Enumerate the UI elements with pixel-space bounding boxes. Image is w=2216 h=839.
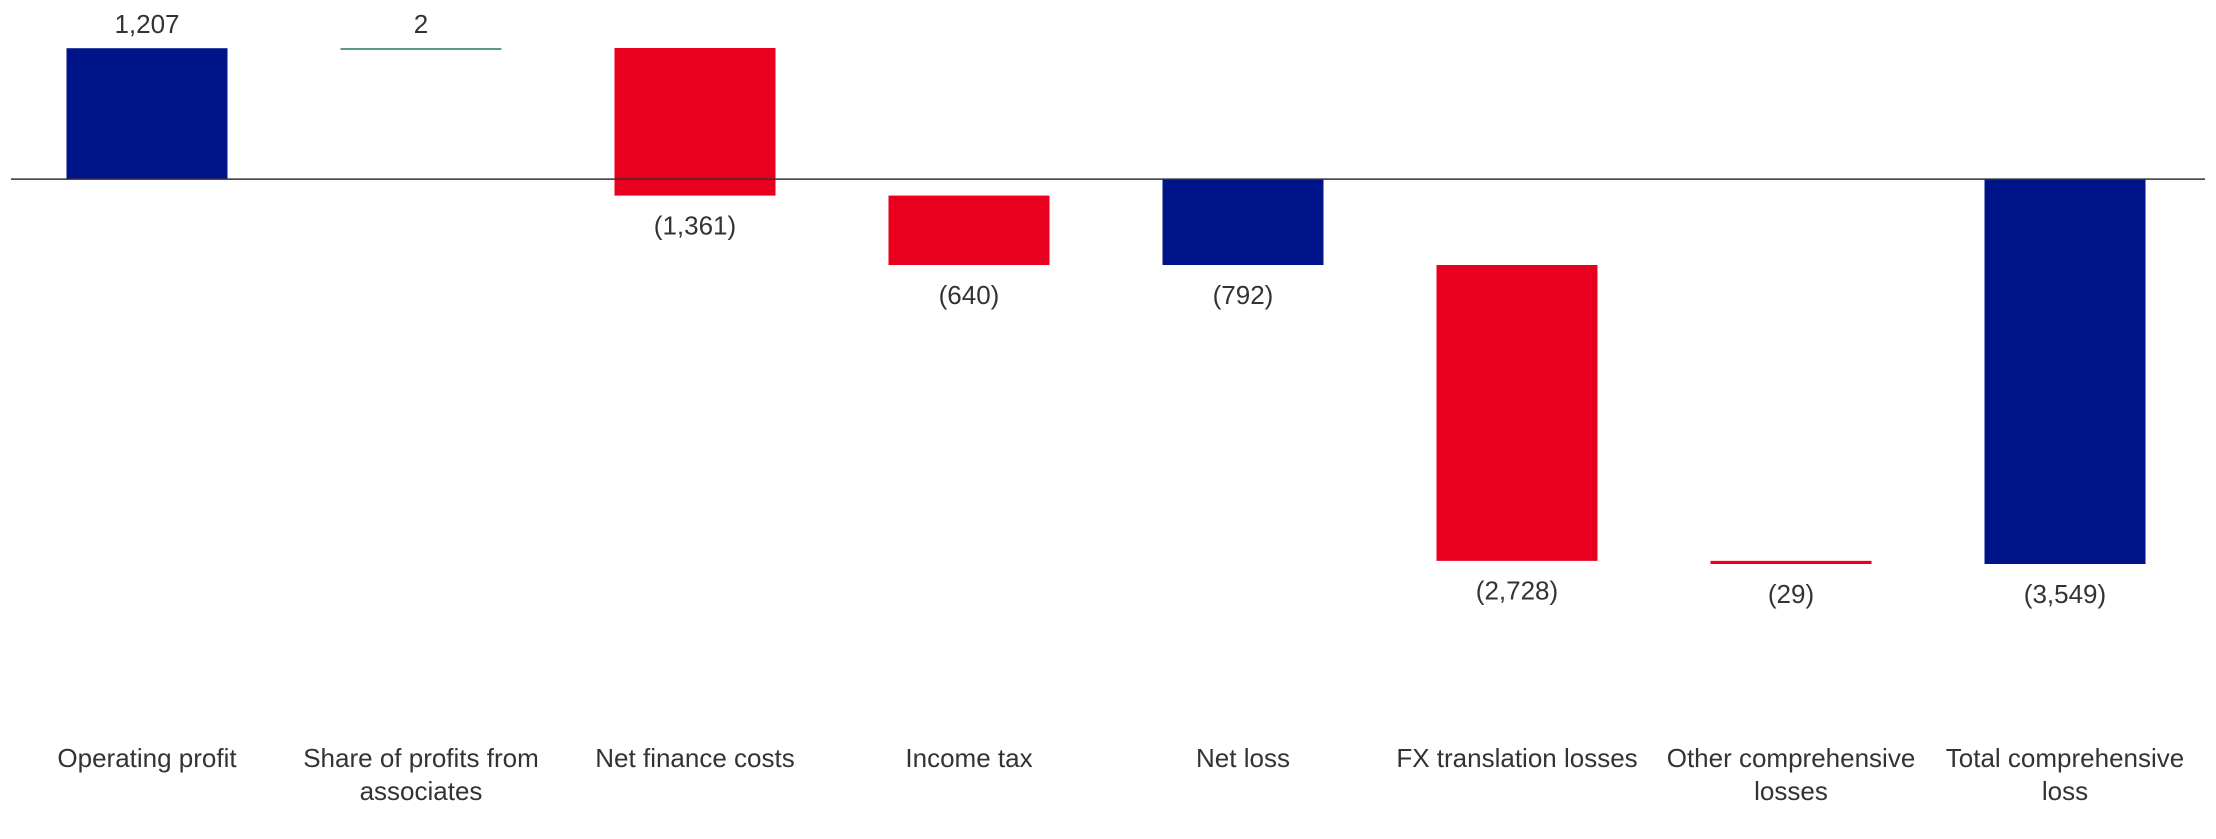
- bar: [1162, 179, 1324, 266]
- category-label: Total comprehensive loss: [1945, 743, 2185, 806]
- bar: [614, 48, 776, 196]
- value-label: 1,207: [114, 9, 179, 39]
- value-label: 2: [414, 9, 428, 39]
- category-label: FX translation losses: [1396, 743, 1638, 773]
- bar: [1710, 560, 1872, 564]
- bar: [888, 195, 1050, 266]
- category-label: Other comprehensive losses: [1666, 743, 1916, 806]
- bar: [66, 48, 228, 180]
- value-label: (2,728): [1476, 576, 1558, 606]
- category-label: Income tax: [905, 743, 1033, 773]
- bar: [1436, 265, 1598, 561]
- value-label: (29): [1768, 579, 1814, 609]
- bar: [340, 48, 502, 50]
- value-label: (792): [1213, 280, 1274, 310]
- category-label: Share of profits from associates: [303, 743, 539, 806]
- value-label: (3,549): [2024, 579, 2106, 609]
- category-label: Net finance costs: [595, 743, 795, 773]
- bar: [1984, 179, 2146, 565]
- value-label: (1,361): [654, 210, 736, 240]
- category-label: Operating profit: [57, 743, 237, 773]
- value-label: (640): [939, 280, 1000, 310]
- category-label: Net loss: [1196, 743, 1290, 773]
